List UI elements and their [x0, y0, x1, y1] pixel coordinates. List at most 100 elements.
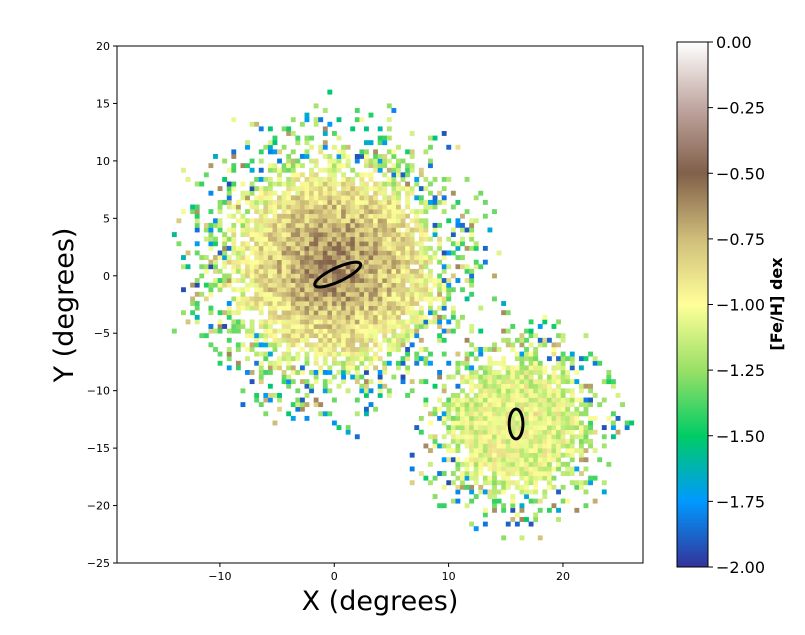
heatmap-cell [231, 117, 237, 123]
heatmap-cell [345, 369, 351, 375]
heatmap-cell [391, 245, 397, 251]
heatmap-cell [194, 218, 200, 224]
heatmap-cell [235, 278, 241, 283]
heatmap-cell [441, 443, 447, 449]
heatmap-cell [359, 296, 365, 302]
heatmap-cell [354, 117, 360, 123]
heatmap-cell [450, 310, 456, 316]
heatmap-cell [350, 167, 356, 173]
heatmap-cell [510, 429, 516, 435]
heatmap-cell [396, 255, 401, 260]
heatmap-cell [578, 420, 584, 426]
heatmap-cell [464, 209, 470, 215]
heatmap-cell [331, 420, 337, 426]
heatmap-cell [290, 163, 296, 169]
heatmap-cell [226, 236, 232, 242]
heatmap-cell [313, 324, 319, 329]
heatmap-cell [295, 301, 301, 306]
heatmap-cell [277, 241, 282, 247]
heatmap-cell [441, 411, 447, 417]
heatmap-cell [391, 337, 397, 343]
heatmap-cell [519, 402, 525, 408]
heatmap-cell [377, 245, 383, 251]
heatmap-cell [510, 347, 516, 352]
heatmap-cell [203, 236, 209, 242]
heatmap-cell [258, 222, 264, 228]
heatmap-cell [583, 356, 589, 362]
heatmap-cell [331, 241, 337, 247]
heatmap-cell [322, 232, 328, 238]
heatmap-cell [551, 452, 557, 458]
heatmap-cell [313, 319, 319, 325]
heatmap-cell [450, 314, 456, 320]
heatmap-cell [213, 282, 218, 288]
heatmap-cell [309, 255, 314, 260]
heatmap-cell [267, 236, 273, 242]
heatmap-cell [487, 425, 493, 431]
heatmap-cell [313, 218, 319, 224]
heatmap-cell [295, 227, 301, 233]
heatmap-cell [309, 305, 314, 311]
heatmap-cell [313, 158, 319, 164]
heatmap-cell [373, 190, 379, 196]
heatmap-cell [546, 388, 552, 394]
heatmap-cell [400, 209, 406, 215]
heatmap-cell [263, 232, 269, 238]
heatmap-cell [258, 305, 264, 311]
heatmap-cell [501, 397, 507, 403]
heatmap-cell [409, 452, 415, 458]
heatmap-cell [304, 328, 310, 334]
heatmap-cell [487, 494, 493, 499]
heatmap-cell [533, 434, 539, 440]
heatmap-cell [309, 342, 314, 348]
heatmap-cell [469, 227, 475, 233]
heatmap-cell [482, 213, 488, 219]
heatmap-cell [405, 296, 411, 302]
heatmap-cell [487, 374, 493, 380]
heatmap-cell [624, 420, 630, 426]
heatmap-cell [524, 475, 529, 481]
heatmap-cell [423, 291, 429, 297]
heatmap-cell [524, 356, 529, 362]
heatmap-cell [556, 402, 561, 408]
heatmap-cell [245, 282, 250, 288]
heatmap-cell [428, 144, 433, 150]
heatmap-cell [455, 425, 461, 431]
heatmap-cell [313, 369, 319, 375]
heatmap-cell [194, 241, 200, 247]
heatmap-cell [386, 209, 392, 215]
heatmap-cell [263, 296, 269, 302]
heatmap-cell [492, 443, 497, 449]
heatmap-cell [181, 287, 186, 293]
heatmap-cell [505, 452, 511, 458]
heatmap-cell [469, 388, 475, 394]
heatmap-cell [588, 415, 593, 421]
heatmap-cell [377, 241, 383, 247]
heatmap-cell [222, 199, 228, 205]
heatmap-cell [304, 227, 310, 233]
heatmap-cell [350, 319, 356, 325]
heatmap-cell [313, 250, 319, 256]
heatmap-cell [363, 232, 369, 238]
heatmap-cell [551, 388, 557, 394]
heatmap-cell [322, 287, 328, 293]
heatmap-cell [217, 204, 223, 210]
heatmap-cell [441, 388, 447, 394]
heatmap-cell [281, 204, 287, 210]
heatmap-cell [258, 259, 264, 265]
heatmap-cell [405, 255, 411, 260]
heatmap-cell [450, 406, 456, 412]
heatmap-cell [514, 379, 520, 385]
heatmap-cell [510, 507, 516, 513]
heatmap-cell [446, 287, 452, 293]
heatmap-cell [560, 443, 566, 449]
heatmap-cell [286, 126, 292, 132]
heatmap-cell [537, 425, 543, 431]
heatmap-cell [574, 448, 580, 454]
heatmap-cell [373, 255, 379, 260]
heatmap-cell [359, 388, 365, 394]
heatmap-cell [263, 245, 269, 251]
heatmap-cell [460, 255, 465, 260]
heatmap-cell [542, 425, 548, 431]
heatmap-cell [254, 176, 260, 182]
